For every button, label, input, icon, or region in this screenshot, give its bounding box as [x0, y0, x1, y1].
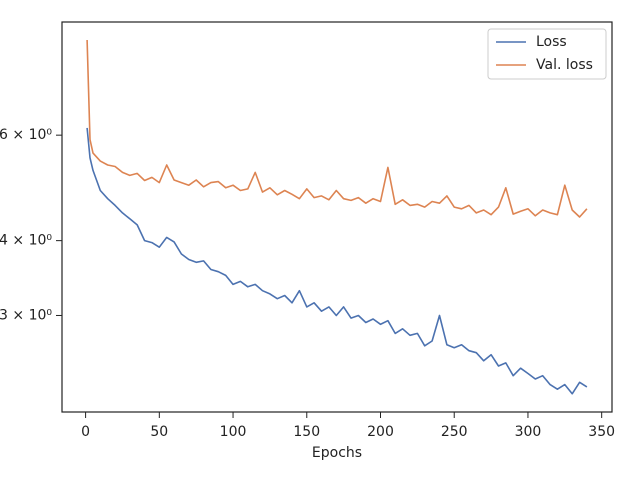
x-tick-label: 250: [441, 424, 468, 440]
x-tick-label: 50: [150, 424, 168, 440]
x-tick-label: 300: [515, 424, 542, 440]
x-tick-label: 100: [220, 424, 247, 440]
data-line: [86, 127, 588, 395]
y-tick-label: 6 × 10⁰: [0, 127, 52, 143]
x-tick-label: 0: [81, 424, 90, 440]
x-tick-label: 200: [367, 424, 394, 440]
legend-label: Val. loss: [536, 57, 593, 73]
x-axis-label: Epochs: [312, 445, 362, 461]
data-line: [86, 39, 588, 218]
legend-label: Loss: [536, 34, 567, 50]
plot-frame: [61, 21, 613, 413]
y-tick-label: 4 × 10⁰: [0, 233, 52, 249]
x-tick-label: 350: [588, 424, 615, 440]
y-tick-label: 3 × 10⁰: [0, 307, 52, 323]
x-tick-label: 150: [293, 424, 320, 440]
